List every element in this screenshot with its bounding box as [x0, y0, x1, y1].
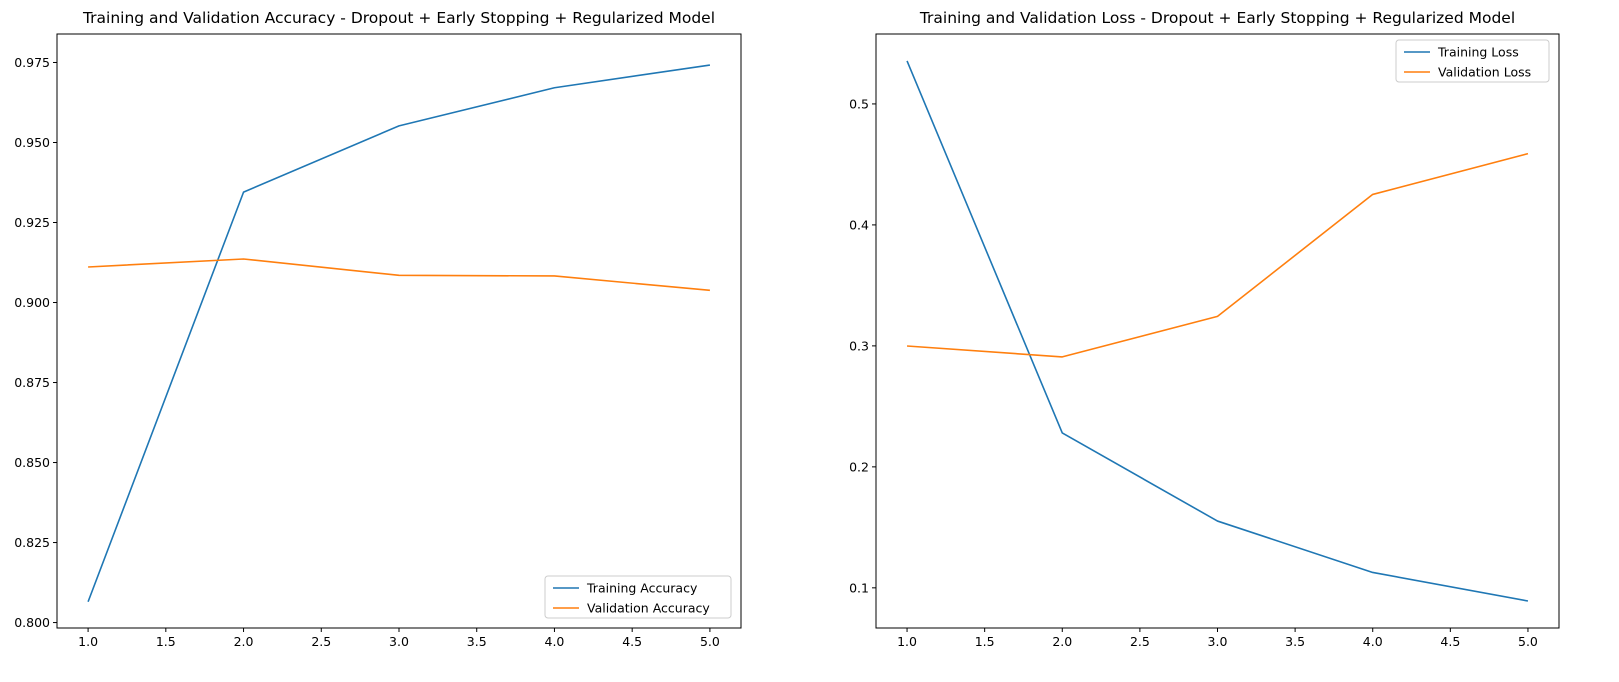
loss-x-tick-label: 4.5: [1440, 634, 1460, 649]
loss-x-tick-label: 3.0: [1208, 634, 1228, 649]
loss-chart-legend: Training Loss Validation Loss: [1395, 39, 1550, 83]
accuracy-y-tick-label: 0.825: [14, 535, 50, 550]
accuracy-chart-ticks: 1.0 1.5 2.0 2.5 3.0 3.5 4.0 4.5 5.0 0.800 0.825 0.8…: [14, 55, 720, 649]
loss-x-tick-label: 3.5: [1285, 634, 1305, 649]
loss-x-tick-label: 2.5: [1130, 634, 1150, 649]
loss-x-tick-label: 1.5: [975, 634, 995, 649]
accuracy-chart-title: Training and Validation Accuracy - Dropo…: [82, 9, 715, 27]
accuracy-legend-box: [544, 575, 732, 619]
training-loss-line: [906, 60, 1529, 602]
accuracy-y-tick-label: 0.850: [14, 455, 50, 470]
loss-x-tick-label: 5.0: [1518, 634, 1538, 649]
loss-legend-label-training: Training Loss: [1437, 45, 1519, 60]
loss-y-tick-label: 0.5: [849, 96, 869, 111]
accuracy-chart-legend: Training Accuracy Validation Accuracy: [544, 575, 732, 619]
loss-legend-box: [1395, 39, 1550, 83]
accuracy-x-tick-label: 1.5: [156, 634, 176, 649]
loss-chart-axes-frame: [875, 33, 1560, 629]
accuracy-legend-label-training: Training Accuracy: [586, 581, 698, 596]
loss-legend-label-validation: Validation Loss: [1438, 65, 1531, 80]
loss-y-tick-label: 0.3: [849, 338, 869, 353]
accuracy-x-tick-label: 5.0: [700, 634, 720, 649]
loss-x-tick-label: 1.0: [897, 634, 917, 649]
loss-y-tick-label: 0.4: [849, 217, 869, 232]
loss-x-tick-label: 4.0: [1363, 634, 1383, 649]
accuracy-legend-label-validation: Validation Accuracy: [587, 601, 710, 616]
validation-accuracy-line: [88, 258, 710, 292]
accuracy-y-tick-label: 0.900: [14, 295, 50, 310]
accuracy-x-tick-label: 4.0: [545, 634, 565, 649]
loss-chart-series: [906, 60, 1529, 602]
accuracy-chart-axes-frame: [56, 33, 742, 629]
accuracy-y-tick-label: 0.875: [14, 375, 50, 390]
accuracy-chart-series: [87, 64, 711, 603]
loss-y-tick-label: 0.1: [849, 580, 869, 595]
accuracy-x-tick-label: 3.0: [389, 634, 409, 649]
accuracy-y-tick-label: 0.925: [14, 215, 50, 230]
accuracy-x-tick-label: 1.0: [78, 634, 98, 649]
accuracy-x-tick-label: 2.5: [311, 634, 331, 649]
validation-loss-line: [906, 152, 1529, 358]
accuracy-x-tick-label: 2.0: [234, 634, 254, 649]
accuracy-chart: Training and Validation Accuracy - Dropo…: [14, 9, 742, 649]
loss-chart-ticks: 1.0 1.5 2.0 2.5 3.0 3.5 4.0 4.5 5.0 0.1 0.2 0.3 0.4 0…: [849, 96, 1538, 649]
loss-x-tick-label: 2.0: [1052, 634, 1072, 649]
accuracy-y-tick-label: 0.975: [14, 55, 50, 70]
accuracy-y-tick-label: 0.800: [14, 615, 50, 630]
accuracy-x-tick-label: 4.5: [622, 634, 642, 649]
loss-chart-title: Training and Validation Loss - Dropout +…: [919, 9, 1515, 27]
loss-chart: Training and Validation Loss - Dropout +…: [849, 9, 1560, 649]
accuracy-y-tick-label: 0.950: [14, 135, 50, 150]
training-accuracy-line: [87, 64, 711, 603]
loss-y-tick-label: 0.2: [849, 459, 869, 474]
accuracy-x-tick-label: 3.5: [467, 634, 487, 649]
